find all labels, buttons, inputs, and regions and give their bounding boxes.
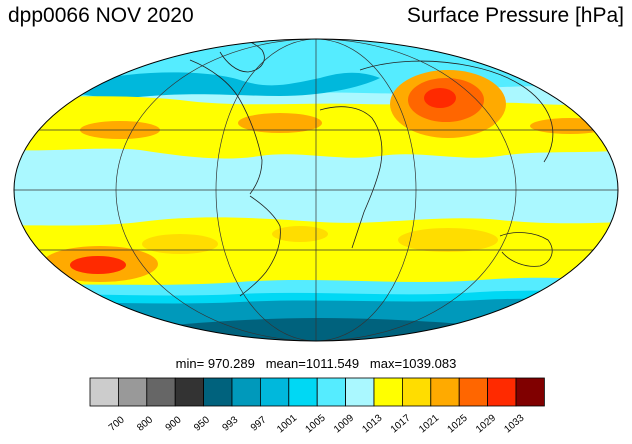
- max-label: max=: [369, 356, 403, 371]
- colorbar-box: [487, 377, 517, 407]
- colorbar-box: [373, 377, 403, 407]
- colorbar-tick-label: 800: [135, 414, 155, 433]
- colorbar-box: [316, 377, 347, 407]
- colorbar-tick-label: 997: [249, 414, 269, 433]
- colorbar-box: [174, 377, 204, 407]
- colorbar-boxes: [89, 377, 545, 407]
- colorbar-tick-label: 993: [220, 414, 240, 433]
- max-value: 1039.083: [402, 356, 457, 371]
- colorbar-tick-label: 1013: [360, 412, 384, 435]
- colorbar-tick-label: 1009: [332, 412, 356, 435]
- colorbar-tick-label: 1021: [417, 412, 441, 435]
- colorbar-tick-label: 1005: [304, 412, 328, 435]
- colorbar-box: [430, 377, 460, 407]
- colorbar-tick-label: 700: [107, 414, 127, 433]
- colorbar-box: [458, 377, 489, 407]
- graticule-meridian-60: [215, 39, 417, 341]
- globe-outline: [13, 38, 619, 342]
- pressure-cell-south-indian: [398, 228, 498, 252]
- graticule-meridian-120: [115, 39, 517, 341]
- pressure-cell-north-atlantic: [238, 113, 322, 133]
- mean-label: mean=: [265, 356, 306, 371]
- colorbar-tick-label: 900: [164, 414, 184, 433]
- pressure-cell-siberia-core: [424, 88, 456, 108]
- map-title: dpp0066 NOV 2020: [8, 4, 194, 27]
- colorbar-box: [401, 377, 432, 407]
- pressure-band-north-low: [60, 72, 380, 98]
- pressure-cell-south-west: [272, 226, 328, 242]
- colorbar-box: [515, 377, 545, 407]
- colorbar-ticks: 700 800 900 950 993 997 1001 1005 1009 1013 1017 10…: [107, 412, 527, 435]
- colorbar-box: [203, 377, 233, 407]
- coastline-eurasia: [359, 60, 554, 163]
- colorbar-box: [89, 377, 119, 407]
- world-map: [13, 38, 619, 342]
- colorbar-box: [288, 377, 318, 407]
- mean-value: 1011.549: [305, 356, 360, 371]
- pressure-field: [14, 39, 618, 341]
- colorbar-tick-label: 1029: [474, 412, 498, 435]
- min-label: min=: [175, 356, 205, 371]
- stats-line: min= 970.289 mean=1011.549 max=1039.083: [0, 356, 632, 371]
- colorbar-box: [259, 377, 290, 407]
- variable-title: Surface Pressure [hPa]: [406, 4, 624, 27]
- colorbar-box: [118, 377, 148, 407]
- pressure-cell-south-atlantic: [142, 234, 218, 254]
- colorbar-tick-label: 950: [192, 414, 212, 433]
- coastline-australia: [499, 232, 553, 267]
- min-value: 970.289: [207, 356, 255, 371]
- coastline-north-america: [189, 59, 263, 195]
- colorbar-tick-label: 1033: [502, 412, 526, 435]
- colorbar-tick-label: 1017: [389, 412, 413, 435]
- colorbar-tick-label: 1001: [275, 412, 299, 435]
- pressure-cell-south-pacific-inner: [70, 256, 126, 274]
- colorbar-tick-label: 1025: [446, 412, 470, 435]
- pressure-band-antarctica: [120, 318, 520, 341]
- graticule: [14, 39, 618, 341]
- colorbar-box: [345, 377, 375, 407]
- colorbar-box: [231, 377, 261, 407]
- colorbar-box: [146, 377, 176, 407]
- coastline-africa: [319, 106, 383, 249]
